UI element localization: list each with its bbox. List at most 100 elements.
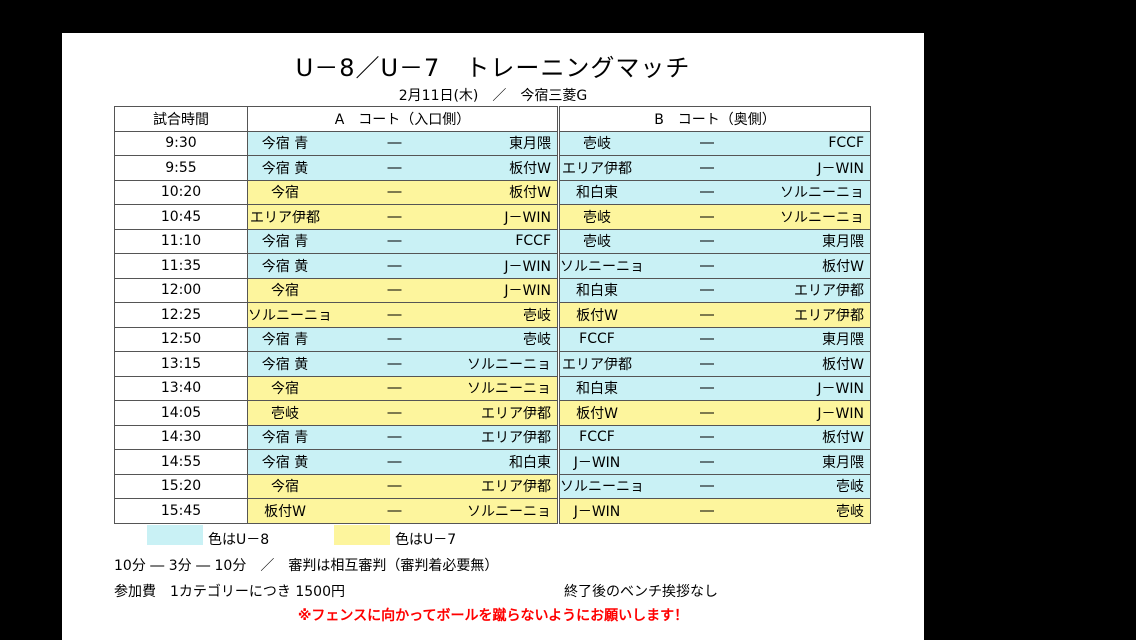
versus-dash: ―: [700, 331, 714, 348]
versus-dash: ―: [387, 404, 402, 421]
versus-dash: ―: [700, 478, 714, 495]
court-b-match: ソルニーニョ ― 壱岐: [557, 473, 871, 499]
table-row: 14:05 壱岐 ― エリア伊都 板付W ― J－WIN: [114, 400, 871, 426]
away-team: 板付W: [822, 430, 864, 447]
fee-note: 参加費 1カテゴリーにつき 1500円: [114, 584, 345, 600]
home-team: 今宿 青: [261, 234, 309, 251]
schedule-sheet: U－8／U－7 トレーニングマッチ 2月11日(木) ／ 今宿三菱G 試合時間 …: [62, 33, 924, 640]
away-team: 東月隈: [822, 454, 864, 471]
home-team: エリア伊都: [562, 160, 632, 177]
away-team: エリア伊都: [481, 405, 551, 422]
court-b-match: 壱岐 ― 東月隈: [557, 228, 871, 254]
away-team: J－WIN: [817, 381, 864, 398]
court-a-match: 今宿 黄 ― 板付W: [247, 155, 559, 181]
versus-dash: ―: [700, 135, 714, 152]
legend-label-u7: 色はU－7: [395, 532, 457, 548]
court-b-match: 和白東 ― エリア伊都: [557, 277, 871, 303]
away-team: J－WIN: [817, 405, 864, 422]
versus-dash: ―: [387, 159, 402, 176]
court-b-match: ソルニーニョ ― 板付W: [557, 253, 871, 279]
versus-dash: ―: [700, 159, 714, 176]
away-team: 壱岐: [836, 503, 864, 520]
versus-dash: ―: [387, 478, 402, 495]
court-b-match: FCCF ― 東月隈: [557, 326, 871, 352]
home-team: 壱岐: [583, 234, 611, 251]
court-a-match: 今宿 黄 ― ソルニーニョ: [247, 351, 559, 377]
table-row: 12:50 今宿 青 ― 壱岐 FCCF ― 東月隈: [114, 326, 871, 352]
away-team: J－WIN: [504, 283, 551, 300]
page-title: U－8／U－7 トレーニングマッチ: [295, 54, 691, 82]
versus-dash: ―: [700, 257, 714, 274]
away-team: ソルニーニョ: [780, 185, 864, 202]
court-b-match: 壱岐 ― ソルニーニョ: [557, 204, 871, 230]
header-time: 試合時間: [114, 106, 248, 132]
court-b-match: J－WIN ― 壱岐: [557, 498, 871, 524]
home-team: 今宿 青: [261, 430, 309, 447]
table-row: 12:00 今宿 ― J－WIN 和白東 ― エリア伊都: [114, 277, 871, 303]
versus-dash: ―: [700, 233, 714, 250]
legend-label-u8: 色はU－8: [208, 532, 270, 548]
versus-dash: ―: [700, 453, 714, 470]
versus-dash: ―: [387, 257, 402, 274]
court-a-match: 今宿 青 ― 東月隈: [247, 130, 559, 156]
header-court-a: A コート（入口側）: [247, 106, 559, 132]
away-team: ソルニーニョ: [467, 503, 551, 520]
court-b-match: 和白東 ― ソルニーニョ: [557, 179, 871, 205]
court-b-match: エリア伊都 ― J－WIN: [557, 155, 871, 181]
home-team: 今宿 黄: [261, 356, 309, 373]
warning-note: ※フェンスに向かってボールを蹴らないようにお願いします！: [297, 608, 689, 624]
table-row: 9:55 今宿 黄 ― 板付W エリア伊都 ― J－WIN: [114, 155, 871, 181]
away-team: 東月隈: [509, 136, 551, 153]
versus-dash: ―: [700, 380, 714, 397]
versus-dash: ―: [700, 184, 714, 201]
match-format-note: 10分 ― 3分 ― 10分 ／ 審判は相互審判（審判着必要無）: [114, 558, 499, 574]
home-team: 和白東: [576, 283, 618, 300]
away-team: ソルニーニョ: [780, 209, 864, 226]
match-time: 14:30: [114, 424, 248, 450]
match-time: 10:20: [114, 179, 248, 205]
home-team: 今宿: [271, 185, 299, 202]
home-team: 和白東: [576, 185, 618, 202]
away-team: 板付W: [509, 160, 551, 177]
home-team: FCCF: [579, 429, 615, 446]
court-a-match: 今宿 ― エリア伊都: [247, 473, 559, 499]
away-team: 壱岐: [523, 332, 551, 349]
versus-dash: ―: [700, 355, 714, 372]
versus-dash: ―: [700, 306, 714, 323]
versus-dash: ―: [387, 380, 402, 397]
match-time: 11:10: [114, 228, 248, 254]
court-a-match: 壱岐 ― エリア伊都: [247, 400, 559, 426]
court-a-match: ソルニーニョ ― 壱岐: [247, 302, 559, 328]
away-team: J－WIN: [504, 258, 551, 275]
away-team: J－WIN: [817, 160, 864, 177]
match-time: 12:00: [114, 277, 248, 303]
court-a-match: 今宿 青 ― FCCF: [247, 228, 559, 254]
away-team: 東月隈: [822, 234, 864, 251]
away-team: ソルニーニョ: [467, 356, 551, 373]
home-team: 壱岐: [583, 209, 611, 226]
match-time: 15:45: [114, 498, 248, 524]
versus-dash: ―: [387, 453, 402, 470]
home-team: J－WIN: [573, 503, 621, 520]
court-b-match: 壱岐 ― FCCF: [557, 130, 871, 156]
legend-swatch-u8: [147, 525, 203, 545]
versus-dash: ―: [387, 502, 402, 519]
match-time: 14:05: [114, 400, 248, 426]
match-time: 10:45: [114, 204, 248, 230]
home-team: 和白東: [576, 381, 618, 398]
home-team: J－WIN: [573, 454, 621, 471]
legend-swatch-u7: [334, 525, 390, 545]
match-time: 9:55: [114, 155, 248, 181]
table-row: 14:30 今宿 青 ― エリア伊都 FCCF ― 板付W: [114, 424, 871, 450]
match-time: 12:25: [114, 302, 248, 328]
home-team: 今宿: [271, 381, 299, 398]
schedule-table: 試合時間 A コート（入口側） B コート（奥側） 9:30 今宿 青 ― 東月隈 壱岐…: [114, 106, 871, 524]
court-b-match: 板付W ― J－WIN: [557, 400, 871, 426]
home-team: 壱岐: [583, 136, 611, 153]
home-team: ソルニーニョ: [248, 307, 333, 324]
table-row: 10:45 エリア伊都 ― J－WIN 壱岐 ― ソルニーニョ: [114, 204, 871, 230]
versus-dash: ―: [700, 282, 714, 299]
match-time: 9:30: [114, 130, 248, 156]
home-team: ソルニーニョ: [560, 258, 645, 275]
court-b-match: FCCF ― 板付W: [557, 424, 871, 450]
